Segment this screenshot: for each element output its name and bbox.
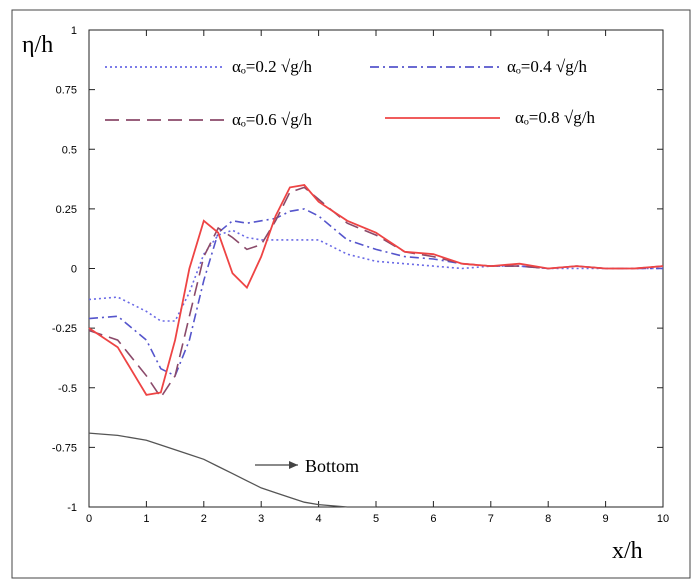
- y-tick-label: 1: [71, 25, 77, 37]
- y-tick-label: -0.25: [52, 323, 77, 335]
- bottom-line: [88, 432, 376, 508]
- x-tick-label: 9: [603, 513, 609, 525]
- annotation: Bottom: [305, 456, 359, 476]
- y-tick-label: 0.25: [56, 204, 77, 216]
- x-axis-label: x/h: [612, 538, 643, 564]
- x-tick-label: 2: [201, 513, 207, 525]
- legend-label: αₒ=0.2 √g/h: [232, 57, 312, 76]
- legend-label: αₒ=0.8 √g/h: [515, 108, 595, 127]
- x-tick-label: 10: [657, 513, 669, 525]
- y-tick-label: 0: [71, 264, 77, 276]
- series-line: [88, 208, 663, 377]
- arrow-head: [289, 461, 298, 469]
- y-tick-label: -1: [67, 502, 77, 514]
- x-tick-label: 6: [430, 513, 436, 525]
- legend-label: αₒ=0.6 √g/h: [232, 110, 312, 129]
- y-tick-label: -0.5: [58, 383, 77, 395]
- y-tick-label: 0.5: [62, 144, 77, 156]
- y-tick-label: -0.75: [52, 442, 77, 454]
- y-axis-label: η/h: [22, 32, 53, 58]
- x-tick-label: 3: [258, 513, 264, 525]
- x-tick-label: 5: [373, 513, 379, 525]
- x-tick-label: 1: [143, 513, 149, 525]
- series-line: [88, 184, 664, 396]
- y-tick-label: 0.75: [56, 85, 77, 97]
- legend-label: αₒ=0.4 √g/h: [507, 57, 587, 76]
- x-tick-label: 0: [86, 513, 92, 525]
- frame: [11, 9, 691, 579]
- x-tick-label: 4: [316, 513, 322, 525]
- x-tick-label: 8: [545, 513, 551, 525]
- x-tick-label: 7: [488, 513, 494, 525]
